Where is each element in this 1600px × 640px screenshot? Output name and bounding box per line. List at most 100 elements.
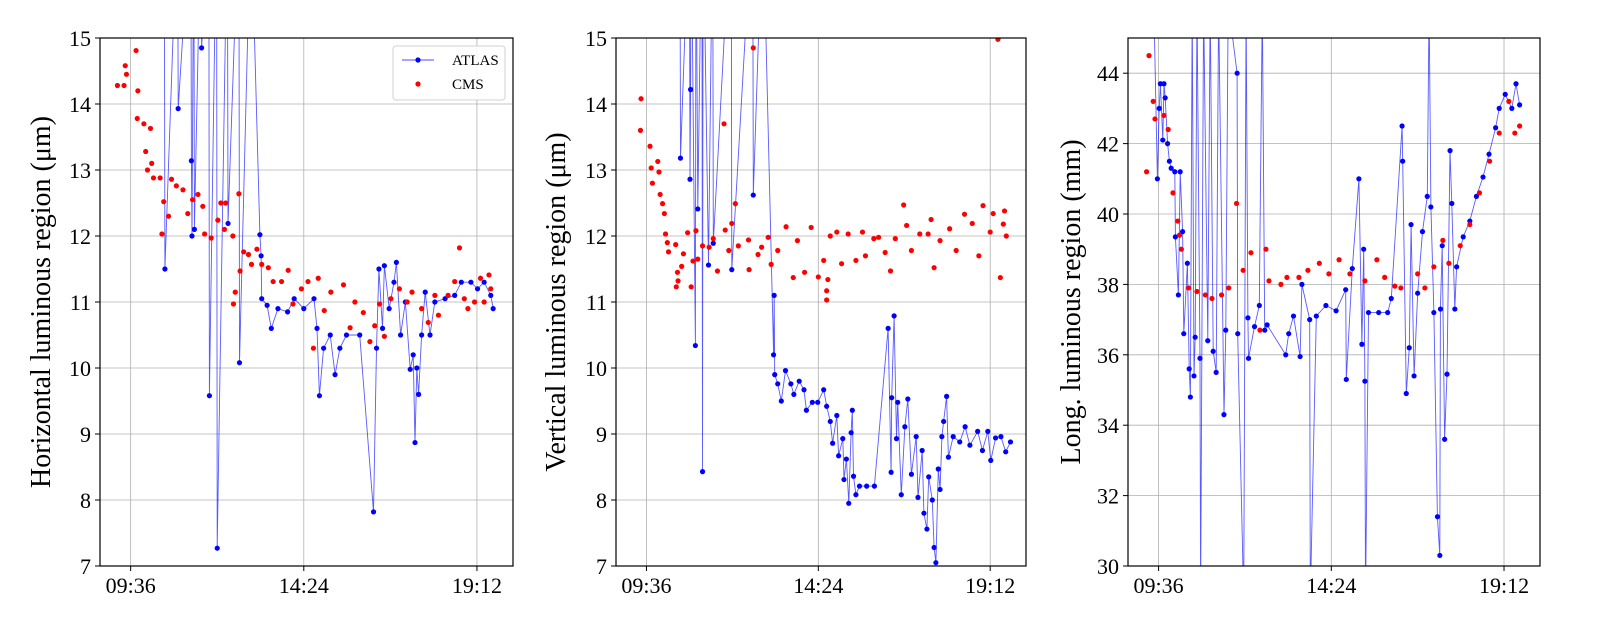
data-point-atlas bbox=[391, 279, 397, 285]
data-point-atlas bbox=[1349, 265, 1355, 272]
data-point-cms bbox=[947, 226, 953, 232]
data-point-atlas bbox=[1509, 105, 1515, 111]
data-point-cms bbox=[675, 278, 681, 284]
data-point-cms bbox=[647, 143, 653, 149]
data-point-atlas bbox=[1361, 246, 1367, 252]
data-point-cms bbox=[1146, 53, 1152, 59]
data-point-atlas bbox=[1365, 309, 1372, 316]
data-point-atlas bbox=[337, 345, 343, 351]
data-point-atlas bbox=[1162, 95, 1168, 101]
data-point-cms bbox=[680, 251, 687, 257]
data-point-atlas bbox=[1437, 552, 1443, 559]
legend-marker-atlas bbox=[415, 57, 421, 63]
data-point-cms bbox=[143, 148, 149, 155]
y-tick-label: 7 bbox=[596, 554, 607, 579]
data-point-atlas bbox=[419, 332, 425, 338]
data-point-atlas bbox=[834, 412, 840, 419]
data-point-cms bbox=[315, 275, 321, 281]
data-point-cms bbox=[123, 71, 130, 77]
data-point-atlas bbox=[1179, 229, 1186, 235]
data-point-cms bbox=[1305, 267, 1311, 273]
data-point-atlas bbox=[1184, 260, 1190, 266]
data-point-cms bbox=[908, 247, 915, 254]
data-point-cms bbox=[674, 269, 681, 275]
data-point-cms bbox=[871, 236, 877, 242]
data-point-atlas bbox=[824, 403, 830, 409]
data-point-atlas bbox=[1307, 317, 1313, 323]
data-point-cms bbox=[298, 286, 304, 292]
data-point-cms bbox=[661, 210, 667, 217]
data-point-atlas bbox=[1399, 123, 1405, 129]
data-point-cms bbox=[352, 299, 358, 305]
y-tick-label: 30 bbox=[1097, 554, 1119, 579]
data-point-atlas bbox=[1403, 390, 1409, 397]
data-point-atlas bbox=[898, 492, 904, 498]
data-point-cms bbox=[783, 224, 789, 230]
data-point-atlas bbox=[827, 418, 833, 425]
data-point-cms bbox=[1165, 126, 1171, 133]
data-point-cms bbox=[425, 319, 431, 326]
data-point-atlas bbox=[1419, 229, 1426, 235]
data-point-atlas bbox=[788, 381, 794, 387]
data-point-cms bbox=[1178, 246, 1184, 252]
data-point-cms bbox=[149, 160, 155, 166]
data-point-cms bbox=[887, 268, 894, 274]
data-point-atlas bbox=[1496, 105, 1502, 111]
data-point-cms bbox=[381, 333, 387, 339]
data-point-atlas bbox=[314, 325, 320, 331]
data-point-cms bbox=[150, 175, 157, 181]
data-point-atlas bbox=[1156, 105, 1162, 111]
data-point-cms bbox=[892, 236, 898, 242]
data-point-atlas bbox=[1198, 599, 1203, 604]
data-point-atlas bbox=[692, 342, 698, 349]
data-point-cms bbox=[367, 339, 373, 345]
legend-label-atlas: ATLAS bbox=[452, 53, 499, 69]
data-point-atlas bbox=[1003, 449, 1009, 455]
data-point-atlas bbox=[967, 442, 973, 448]
plot-area bbox=[637, 38, 1014, 566]
data-point-atlas bbox=[1406, 345, 1412, 351]
data-point-cms bbox=[937, 238, 943, 244]
data-point-atlas bbox=[687, 176, 693, 182]
data-point-cms bbox=[976, 253, 982, 259]
data-point-cms bbox=[827, 233, 833, 239]
data-point-cms bbox=[1278, 281, 1284, 287]
data-point-cms bbox=[215, 217, 221, 223]
data-point-atlas bbox=[258, 253, 264, 259]
data-point-cms bbox=[825, 276, 831, 283]
data-point-cms bbox=[755, 251, 761, 258]
data-point-cms bbox=[328, 289, 334, 295]
data-point-atlas bbox=[1181, 331, 1187, 337]
data-point-atlas bbox=[919, 447, 925, 454]
data-point-atlas bbox=[1290, 313, 1297, 319]
data-point-atlas bbox=[1431, 309, 1437, 316]
data-point-atlas bbox=[944, 393, 950, 399]
data-point-atlas bbox=[840, 436, 846, 442]
data-point-atlas bbox=[770, 352, 777, 358]
data-point-cms bbox=[1263, 246, 1269, 252]
y-tick-label: 8 bbox=[80, 488, 91, 513]
data-point-atlas bbox=[442, 296, 448, 302]
data-point-atlas bbox=[849, 407, 855, 413]
data-point-atlas bbox=[1444, 371, 1450, 377]
data-point-atlas bbox=[214, 545, 220, 551]
data-point-cms bbox=[655, 158, 661, 165]
data-point-cms bbox=[1316, 260, 1322, 266]
data-point-cms bbox=[1226, 285, 1232, 291]
y-tick-label: 9 bbox=[80, 422, 91, 447]
data-point-atlas bbox=[410, 352, 416, 358]
data-point-cms bbox=[122, 63, 128, 69]
data-point-atlas bbox=[416, 391, 422, 397]
series-atlas bbox=[162, 38, 496, 551]
data-point-cms bbox=[305, 278, 311, 285]
data-point-atlas bbox=[1434, 514, 1441, 520]
data-point-cms bbox=[1176, 232, 1183, 238]
data-point-atlas bbox=[397, 332, 404, 338]
data-point-atlas bbox=[1359, 341, 1365, 347]
data-point-cms bbox=[347, 325, 353, 331]
data-point-cms bbox=[202, 231, 208, 237]
data-point-atlas bbox=[225, 220, 231, 227]
data-point-atlas bbox=[422, 289, 428, 295]
data-point-cms bbox=[710, 236, 716, 242]
data-point-cms bbox=[432, 292, 438, 298]
